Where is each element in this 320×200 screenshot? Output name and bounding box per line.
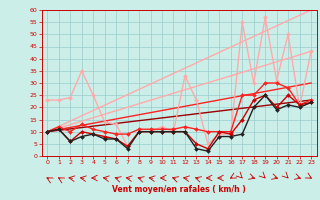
X-axis label: Vent moyen/en rafales ( km/h ): Vent moyen/en rafales ( km/h ): [112, 185, 246, 194]
